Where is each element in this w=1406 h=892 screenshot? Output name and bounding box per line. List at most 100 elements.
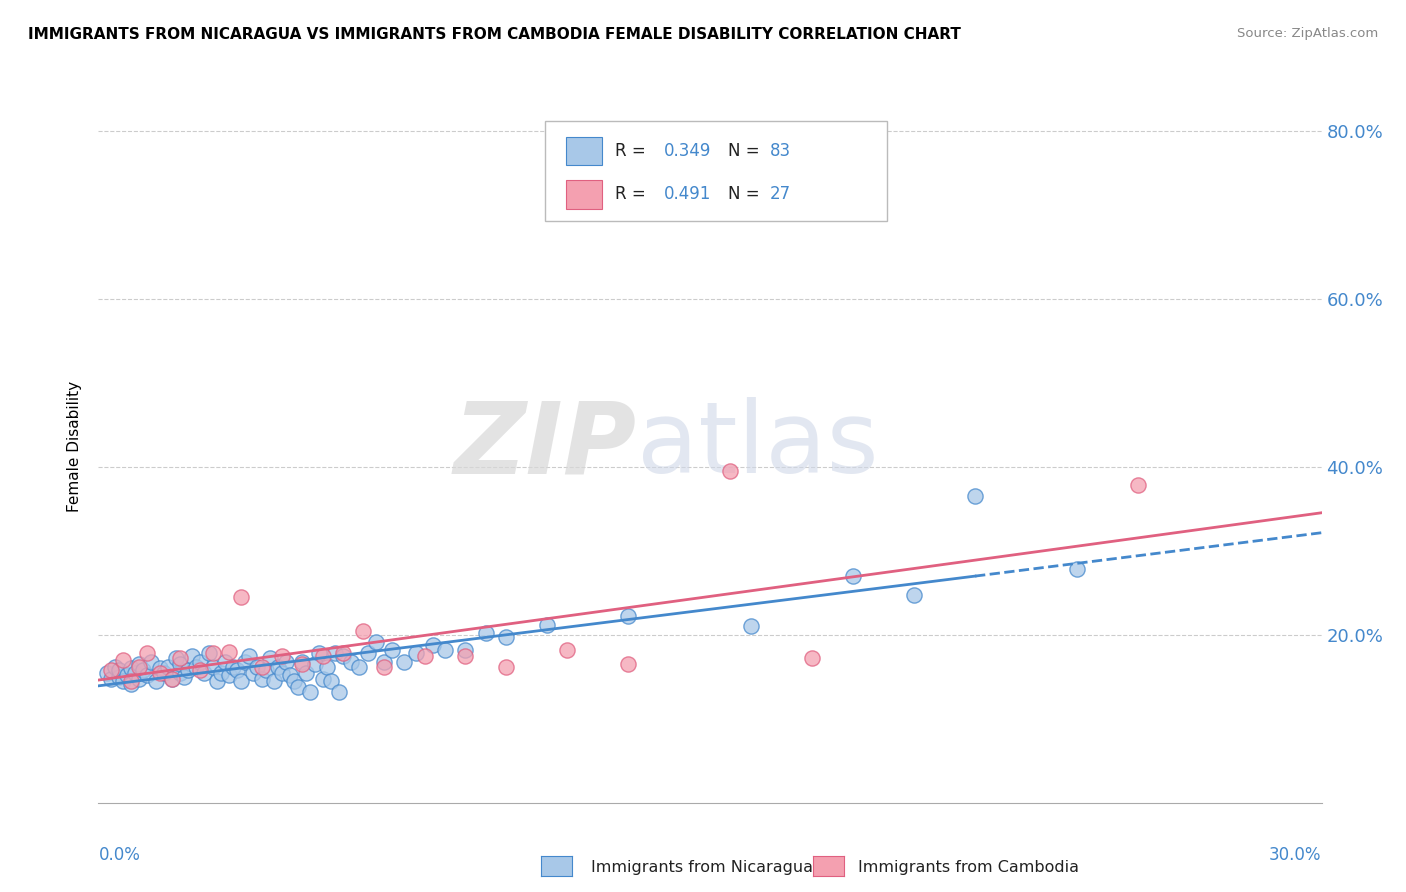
Text: 27: 27	[770, 186, 792, 203]
Point	[201, 660, 224, 674]
Point	[128, 657, 150, 672]
Point	[495, 660, 517, 674]
Point	[136, 646, 159, 660]
Point	[454, 648, 477, 663]
Text: 30.0%: 30.0%	[1270, 846, 1322, 863]
Text: Source: ZipAtlas.com: Source: ZipAtlas.com	[1237, 27, 1378, 40]
Point	[304, 657, 326, 672]
Point	[188, 663, 212, 677]
Point	[801, 651, 824, 665]
Point	[392, 655, 416, 669]
Point	[246, 660, 269, 674]
Point	[181, 648, 204, 663]
Point	[242, 665, 264, 680]
Point	[323, 646, 346, 660]
Point	[312, 672, 335, 686]
Point	[278, 668, 301, 682]
Point	[177, 663, 200, 677]
Point	[254, 663, 277, 677]
Point	[214, 655, 236, 669]
Point	[965, 489, 987, 503]
Point	[169, 665, 191, 680]
Point	[270, 665, 294, 680]
Point	[1128, 478, 1150, 492]
Text: IMMIGRANTS FROM NICARAGUA VS IMMIGRANTS FROM CAMBODIA FEMALE DISABILITY CORRELAT: IMMIGRANTS FROM NICARAGUA VS IMMIGRANTS …	[28, 27, 960, 42]
Point	[188, 655, 212, 669]
Point	[149, 661, 172, 675]
Point	[617, 609, 640, 624]
Point	[231, 590, 253, 604]
Point	[352, 624, 374, 638]
Point	[291, 655, 314, 669]
Text: 0.349: 0.349	[664, 142, 711, 160]
Point	[209, 665, 232, 680]
Point	[250, 660, 273, 674]
Point	[263, 674, 285, 689]
Point	[340, 655, 363, 669]
Point	[115, 668, 138, 682]
Point	[291, 657, 314, 672]
Point	[434, 643, 457, 657]
Point	[373, 655, 395, 669]
Point	[328, 685, 350, 699]
Text: R =: R =	[614, 186, 651, 203]
Point	[740, 619, 762, 633]
Point	[250, 672, 273, 686]
Point	[197, 646, 219, 660]
Point	[841, 569, 863, 583]
Y-axis label: Female Disability: Female Disability	[67, 380, 83, 512]
Point	[381, 643, 404, 657]
Text: R =: R =	[614, 142, 651, 160]
Point	[270, 648, 294, 663]
Point	[201, 646, 224, 660]
Text: N =: N =	[728, 186, 765, 203]
Point	[120, 661, 142, 675]
Point	[108, 670, 131, 684]
Point	[422, 638, 444, 652]
Point	[124, 665, 146, 680]
Point	[100, 672, 122, 686]
Point	[149, 665, 172, 680]
Point	[222, 660, 245, 674]
Point	[536, 617, 558, 632]
Point	[405, 646, 427, 660]
Point	[205, 674, 228, 689]
Point	[238, 648, 260, 663]
Point	[349, 660, 371, 674]
Point	[373, 660, 395, 674]
Point	[312, 648, 335, 663]
Text: ZIP: ZIP	[454, 398, 637, 494]
Point	[308, 646, 330, 660]
Text: 0.491: 0.491	[664, 186, 711, 203]
Point	[128, 660, 150, 674]
Point	[557, 643, 579, 657]
Point	[226, 663, 249, 677]
FancyBboxPatch shape	[565, 180, 602, 209]
Text: 83: 83	[770, 142, 792, 160]
Point	[145, 674, 167, 689]
Point	[413, 648, 436, 663]
Text: Immigrants from Nicaragua: Immigrants from Nicaragua	[591, 860, 813, 874]
Point	[136, 668, 159, 682]
Point	[233, 655, 256, 669]
Point	[160, 672, 183, 686]
Point	[152, 665, 174, 680]
Point	[332, 648, 354, 663]
Point	[267, 660, 290, 674]
Text: 0.0%: 0.0%	[98, 846, 141, 863]
Point	[160, 672, 183, 686]
Point	[903, 588, 925, 602]
Point	[454, 643, 477, 657]
Point	[165, 651, 187, 665]
Point	[332, 646, 354, 660]
Point	[173, 670, 195, 684]
Point	[141, 655, 163, 669]
Point	[364, 634, 387, 648]
Point	[720, 464, 742, 478]
Point	[319, 674, 342, 689]
Point	[259, 651, 281, 665]
Point	[287, 680, 309, 694]
Point	[104, 660, 127, 674]
Point	[274, 655, 297, 669]
FancyBboxPatch shape	[565, 136, 602, 165]
